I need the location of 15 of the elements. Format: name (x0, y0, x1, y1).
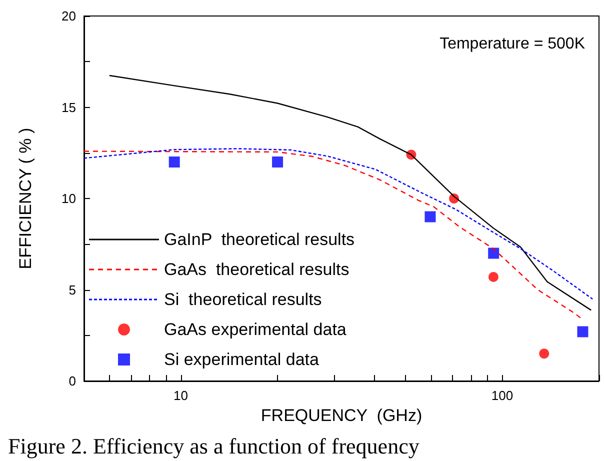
y-tick-label: 15 (62, 100, 76, 115)
legend-label: GaInP theoretical results (164, 230, 355, 249)
legend-label: GaAs theoretical results (164, 260, 350, 279)
caption: Figure 2. Efficiency as a function of frequency (8, 434, 420, 458)
legend-label: GaAs experimental data (164, 320, 347, 339)
y-tick-label: 20 (62, 8, 76, 24)
annotation: Temperature = 500K (440, 36, 586, 52)
y-axis-title: EFFICIENCY ( % ) (16, 128, 35, 270)
y-tick-label: 0 (68, 374, 76, 388)
legend-label: Si theoretical results (164, 290, 322, 309)
legend-label: Si experimental data (164, 350, 320, 369)
x-axis-title: FREQUENCY (GHz) (260, 406, 422, 425)
y-tick-label: 10 (62, 191, 76, 206)
y-tick-label: 5 (68, 282, 76, 298)
x-tick-label: 100 (491, 388, 514, 403)
